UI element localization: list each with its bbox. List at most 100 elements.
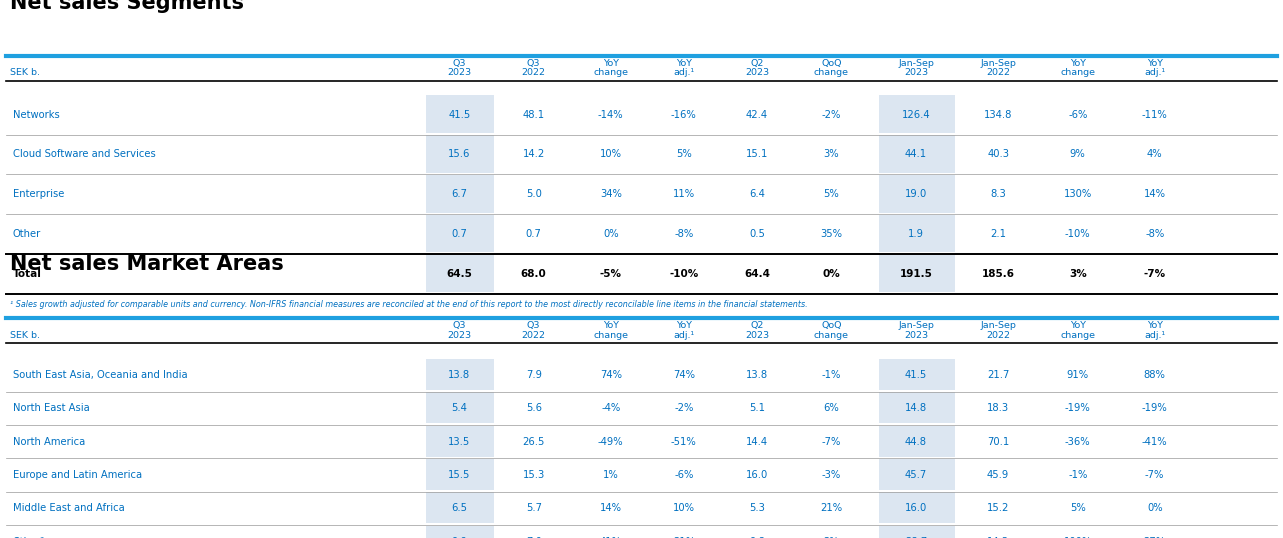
Text: -3%: -3% xyxy=(821,470,842,480)
Text: -14%: -14% xyxy=(598,110,624,119)
Text: -2%: -2% xyxy=(674,404,694,413)
Text: 88%: 88% xyxy=(1143,370,1166,380)
Text: Jan-Sep: Jan-Sep xyxy=(898,59,934,68)
Bar xyxy=(879,392,955,423)
Text: 15.6: 15.6 xyxy=(448,150,471,159)
Text: 15.5: 15.5 xyxy=(448,470,471,480)
Text: YoY: YoY xyxy=(1070,321,1085,330)
Text: QoQ: QoQ xyxy=(821,59,842,68)
Text: 35%: 35% xyxy=(820,229,843,239)
Bar xyxy=(426,526,494,538)
Text: 2023: 2023 xyxy=(448,331,471,340)
Text: -7%: -7% xyxy=(1144,470,1165,480)
Text: 64.4: 64.4 xyxy=(744,269,770,279)
Text: -8%: -8% xyxy=(674,229,694,239)
Bar xyxy=(879,426,955,457)
Text: 5.3: 5.3 xyxy=(749,504,765,513)
Text: 14.8: 14.8 xyxy=(905,404,928,413)
Text: 41.5: 41.5 xyxy=(448,110,471,119)
Text: SEK b.: SEK b. xyxy=(10,331,40,340)
Text: -19%: -19% xyxy=(1142,404,1168,413)
Bar xyxy=(426,254,494,292)
Text: Q3: Q3 xyxy=(527,59,540,68)
Text: change: change xyxy=(1060,331,1096,340)
Text: adj.¹: adj.¹ xyxy=(1144,331,1165,340)
Bar xyxy=(879,492,955,523)
Text: 2023: 2023 xyxy=(905,331,928,340)
Text: 185.6: 185.6 xyxy=(981,269,1015,279)
Text: Net sales Segments: Net sales Segments xyxy=(10,0,244,13)
Text: YoY: YoY xyxy=(603,59,618,68)
Text: YoY: YoY xyxy=(603,321,618,330)
Text: 28.7: 28.7 xyxy=(905,537,928,538)
Text: Jan-Sep: Jan-Sep xyxy=(980,321,1016,330)
Text: QoQ: QoQ xyxy=(821,321,842,330)
Text: -51%: -51% xyxy=(671,437,697,447)
Text: Networks: Networks xyxy=(13,110,59,119)
Text: 68.0: 68.0 xyxy=(521,269,547,279)
Text: Jan-Sep: Jan-Sep xyxy=(980,59,1016,68)
Text: 1%: 1% xyxy=(603,470,618,480)
Text: -5%: -5% xyxy=(599,269,622,279)
Text: SEK b.: SEK b. xyxy=(10,68,40,77)
Text: -19%: -19% xyxy=(1065,404,1091,413)
Text: 2023: 2023 xyxy=(448,68,471,77)
Text: -8%: -8% xyxy=(1144,229,1165,239)
Text: 6.4: 6.4 xyxy=(749,189,765,199)
Bar xyxy=(879,359,955,390)
Text: 5%: 5% xyxy=(1070,504,1085,513)
Text: 21.7: 21.7 xyxy=(987,370,1010,380)
Text: 11%: 11% xyxy=(672,189,695,199)
Text: 34%: 34% xyxy=(599,189,622,199)
Text: 9.8: 9.8 xyxy=(749,537,765,538)
Text: Q2: Q2 xyxy=(751,321,763,330)
Text: YoY: YoY xyxy=(1070,59,1085,68)
Text: 0.7: 0.7 xyxy=(526,229,541,239)
Text: 16.0: 16.0 xyxy=(905,504,928,513)
Text: 9.9: 9.9 xyxy=(452,537,467,538)
Text: 6%: 6% xyxy=(824,404,839,413)
Bar xyxy=(426,359,494,390)
Text: 45.7: 45.7 xyxy=(905,470,928,480)
Text: Net sales Market Areas: Net sales Market Areas xyxy=(10,254,284,274)
Text: 14%: 14% xyxy=(1143,189,1166,199)
Text: Middle East and Africa: Middle East and Africa xyxy=(13,504,124,513)
Text: 10%: 10% xyxy=(672,504,695,513)
Text: 16.0: 16.0 xyxy=(745,470,769,480)
Text: change: change xyxy=(593,68,629,77)
Text: 2%: 2% xyxy=(824,537,839,538)
Text: Enterprise: Enterprise xyxy=(13,189,64,199)
Text: 1.9: 1.9 xyxy=(908,229,924,239)
Text: -36%: -36% xyxy=(1065,437,1091,447)
Text: -6%: -6% xyxy=(674,470,694,480)
Text: 74%: 74% xyxy=(672,370,695,380)
Text: 191.5: 191.5 xyxy=(899,269,933,279)
Text: North East Asia: North East Asia xyxy=(13,404,90,413)
Text: 15.2: 15.2 xyxy=(987,504,1010,513)
Text: -7%: -7% xyxy=(1143,269,1166,279)
Text: 70.1: 70.1 xyxy=(987,437,1010,447)
Text: -1%: -1% xyxy=(821,370,842,380)
Text: 8.3: 8.3 xyxy=(990,189,1006,199)
Text: 2022: 2022 xyxy=(522,68,545,77)
Text: -7%: -7% xyxy=(821,437,842,447)
Text: 13.8: 13.8 xyxy=(745,370,769,380)
Text: 13.5: 13.5 xyxy=(448,437,471,447)
Text: 41%: 41% xyxy=(599,537,622,538)
Text: 3%: 3% xyxy=(824,150,839,159)
Text: 14.4: 14.4 xyxy=(745,437,769,447)
Text: 26.5: 26.5 xyxy=(522,437,545,447)
Text: 21%: 21% xyxy=(672,537,695,538)
Text: -41%: -41% xyxy=(1142,437,1168,447)
Bar xyxy=(426,426,494,457)
Bar xyxy=(879,254,955,292)
Text: 7.9: 7.9 xyxy=(526,370,541,380)
Text: Q3: Q3 xyxy=(453,321,466,330)
Text: 6.7: 6.7 xyxy=(452,189,467,199)
Text: 14.2: 14.2 xyxy=(522,150,545,159)
Bar xyxy=(426,492,494,523)
Text: change: change xyxy=(1060,68,1096,77)
Text: adj.¹: adj.¹ xyxy=(674,331,694,340)
Bar xyxy=(426,175,494,213)
Text: 9%: 9% xyxy=(1070,150,1085,159)
